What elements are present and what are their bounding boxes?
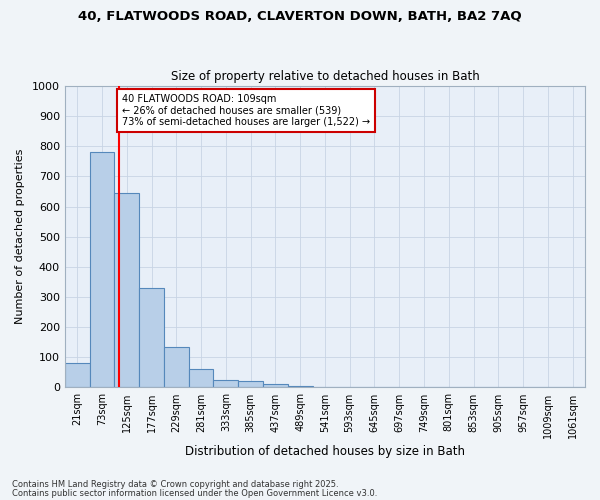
Text: 40 FLATWOODS ROAD: 109sqm
← 26% of detached houses are smaller (539)
73% of semi: 40 FLATWOODS ROAD: 109sqm ← 26% of detac… bbox=[122, 94, 370, 127]
X-axis label: Distribution of detached houses by size in Bath: Distribution of detached houses by size … bbox=[185, 444, 465, 458]
Bar bbox=[164, 347, 188, 388]
Bar bbox=[288, 386, 313, 388]
Bar bbox=[139, 288, 164, 388]
Text: Contains public sector information licensed under the Open Government Licence v3: Contains public sector information licen… bbox=[12, 488, 377, 498]
Bar bbox=[115, 193, 139, 388]
Bar bbox=[89, 152, 115, 388]
Text: Contains HM Land Registry data © Crown copyright and database right 2025.: Contains HM Land Registry data © Crown c… bbox=[12, 480, 338, 489]
Bar bbox=[214, 380, 238, 388]
Title: Size of property relative to detached houses in Bath: Size of property relative to detached ho… bbox=[170, 70, 479, 84]
Y-axis label: Number of detached properties: Number of detached properties bbox=[15, 149, 25, 324]
Bar bbox=[65, 364, 89, 388]
Bar bbox=[263, 384, 288, 388]
Text: 40, FLATWOODS ROAD, CLAVERTON DOWN, BATH, BA2 7AQ: 40, FLATWOODS ROAD, CLAVERTON DOWN, BATH… bbox=[78, 10, 522, 23]
Bar bbox=[313, 386, 337, 388]
Bar bbox=[188, 370, 214, 388]
Bar bbox=[238, 382, 263, 388]
Bar bbox=[337, 387, 362, 388]
